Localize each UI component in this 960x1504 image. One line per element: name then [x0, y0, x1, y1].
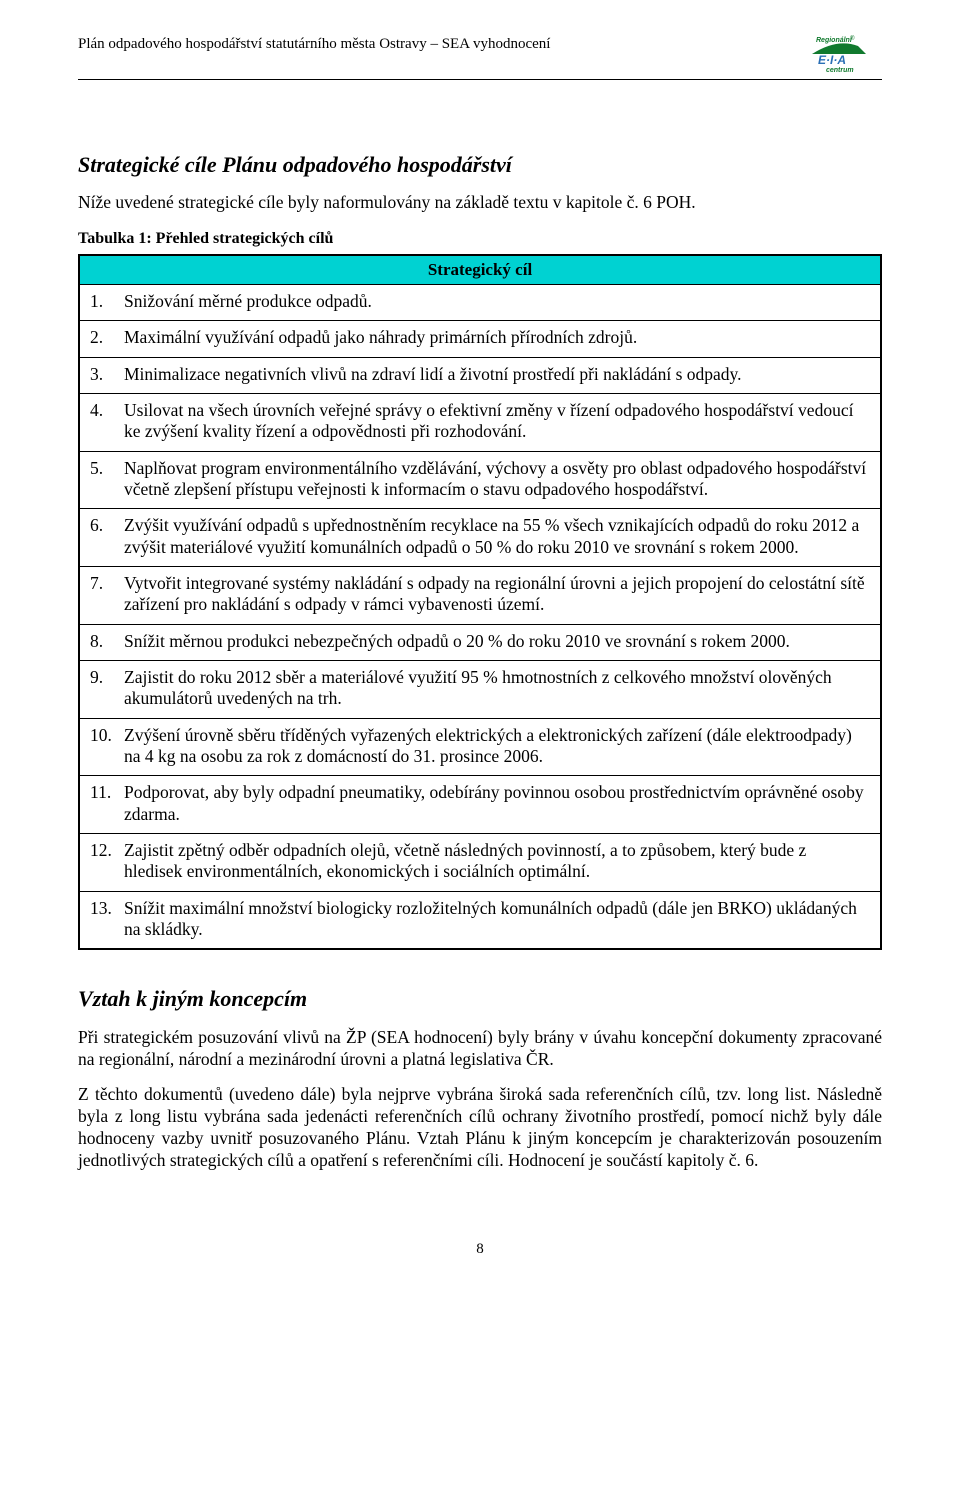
goal-number: 3. — [90, 364, 116, 385]
goal-number: 8. — [90, 631, 116, 652]
table-row: 2. Maximální využívání odpadů jako náhrad… — [79, 321, 881, 357]
goal-text: Zvýšení úrovně sběru tříděných vyřazenýc… — [124, 725, 868, 768]
page-number: 8 — [78, 1241, 882, 1258]
goal-text: Usilovat na všech úrovních veřejné správ… — [124, 400, 868, 443]
table-row: 7.Vytvořit integrované systémy nakládání… — [79, 566, 881, 624]
section-lead: Níže uvedené strategické cíle byly nafor… — [78, 192, 882, 214]
table-row: 4.Usilovat na všech úrovních veřejné spr… — [79, 393, 881, 451]
table-row: 6.Zvýšit využívání odpadů s upřednostněn… — [79, 509, 881, 567]
goal-number: 12. — [90, 840, 116, 883]
header-title: Plán odpadového hospodářství statutárníh… — [78, 30, 550, 53]
body-paragraph: Z těchto dokumentů (uvedeno dále) byla n… — [78, 1083, 882, 1171]
goal-number: 7. — [90, 573, 116, 616]
goal-number: 11. — [90, 782, 116, 825]
table-caption: Tabulka 1: Přehled strategických cílů — [78, 230, 882, 248]
goal-number: 4. — [90, 400, 116, 443]
table-row: 5.Naplňovat program environmentálního vz… — [79, 451, 881, 509]
page-header: Plán odpadového hospodářství statutárníh… — [78, 30, 882, 80]
goal-text: Podporovat, aby byly odpadní pneumatiky,… — [124, 782, 868, 825]
table-row: 9.Zajistit do roku 2012 sběr a materiálo… — [79, 661, 881, 719]
goal-number: 6. — [90, 515, 116, 558]
table-row: 8. Snížit měrnou produkci nebezpečných od… — [79, 624, 881, 660]
section-heading-relation: Vztah k jiným koncepcím — [78, 986, 882, 1012]
svg-text:E·I·A: E·I·A — [818, 53, 846, 67]
svg-text:centrum: centrum — [826, 67, 854, 74]
svg-text:Regionální: Regionální — [816, 37, 853, 44]
goal-text: Maximální využívání odpadů jako náhrady … — [124, 327, 868, 348]
table-row: 3. Minimalizace negativních vlivů na zdra… — [79, 357, 881, 393]
table-row: 1. Snižování měrné produkce odpadů. — [79, 284, 881, 320]
goal-number: 13. — [90, 898, 116, 941]
goal-number: 2. — [90, 327, 116, 348]
logo-eia: ® Regionální E·I·A centrum — [792, 30, 882, 75]
table-row: 13. Snížit maximální množství biologicky … — [79, 891, 881, 949]
table-header-cell: Strategický cíl — [79, 255, 881, 285]
goal-number: 9. — [90, 667, 116, 710]
body-paragraph: Při strategickém posuzování vlivů na ŽP … — [78, 1026, 882, 1070]
goal-number: 1. — [90, 291, 116, 312]
table-row: 11. Podporovat, aby byly odpadní pneumati… — [79, 776, 881, 834]
goal-text: Minimalizace negativních vlivů na zdraví… — [124, 364, 868, 385]
goal-text: Zvýšit využívání odpadů s upřednostněním… — [124, 515, 868, 558]
goal-text: Snížit měrnou produkci nebezpečných odpa… — [124, 631, 868, 652]
goal-number: 5. — [90, 458, 116, 501]
table-row: 12. Zajistit zpětný odběr odpadních olejů… — [79, 834, 881, 892]
goal-text: Zajistit zpětný odběr odpadních olejů, v… — [124, 840, 868, 883]
goal-text: Snížit maximální množství biologicky roz… — [124, 898, 868, 941]
goal-text: Naplňovat program environmentálního vzdě… — [124, 458, 868, 501]
goal-text: Zajistit do roku 2012 sběr a materiálové… — [124, 667, 868, 710]
goal-text: Snižování měrné produkce odpadů. — [124, 291, 868, 312]
goal-number: 10. — [90, 725, 116, 768]
goals-table: Strategický cíl 1. Snižování měrné produk… — [78, 254, 882, 951]
goal-text: Vytvořit integrované systémy nakládání s… — [124, 573, 868, 616]
table-row: 10. Zvýšení úrovně sběru tříděných vyřaze… — [79, 718, 881, 776]
section-heading-strategic-goals: Strategické cíle Plánu odpadového hospod… — [78, 152, 882, 178]
